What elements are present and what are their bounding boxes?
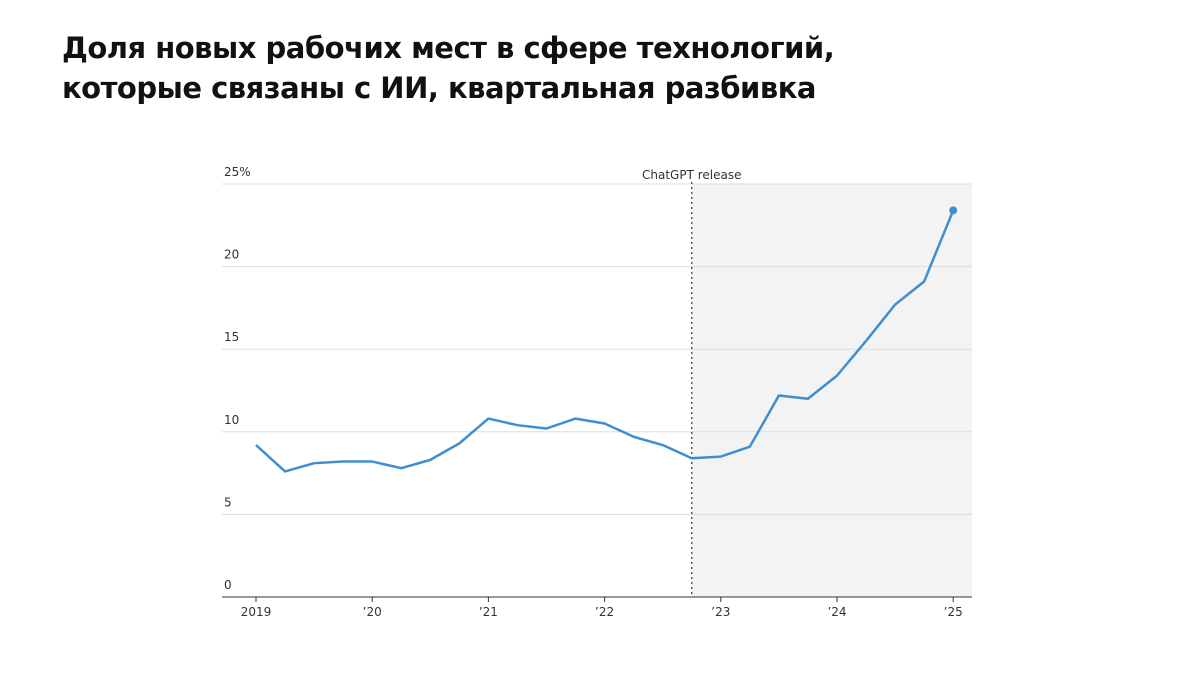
post-release-shade <box>691 184 972 597</box>
x-tick-label: ’24 <box>827 605 846 619</box>
y-tick-label: 20 <box>224 248 239 262</box>
chart-title: Доля новых рабочих мест в сфере технолог… <box>62 31 835 105</box>
end-point <box>949 206 958 215</box>
y-tick-label: 5 <box>224 495 232 509</box>
line <box>255 209 955 473</box>
x-tick-label: 2019 <box>241 605 272 619</box>
x-tick-label: ’23 <box>711 605 730 619</box>
annotation: ChatGPT release <box>642 168 741 182</box>
x-tick-label: ’20 <box>363 605 382 619</box>
y-tick-label: 15 <box>224 330 239 344</box>
y-tick-label: 25% <box>224 165 251 179</box>
x-tick-label: ’25 <box>944 605 963 619</box>
y-tick-label: 10 <box>224 413 239 427</box>
y-tick-label: 0 <box>224 578 232 592</box>
x-tick-label: ’21 <box>479 605 498 619</box>
x-tick-label: ’22 <box>595 605 614 619</box>
